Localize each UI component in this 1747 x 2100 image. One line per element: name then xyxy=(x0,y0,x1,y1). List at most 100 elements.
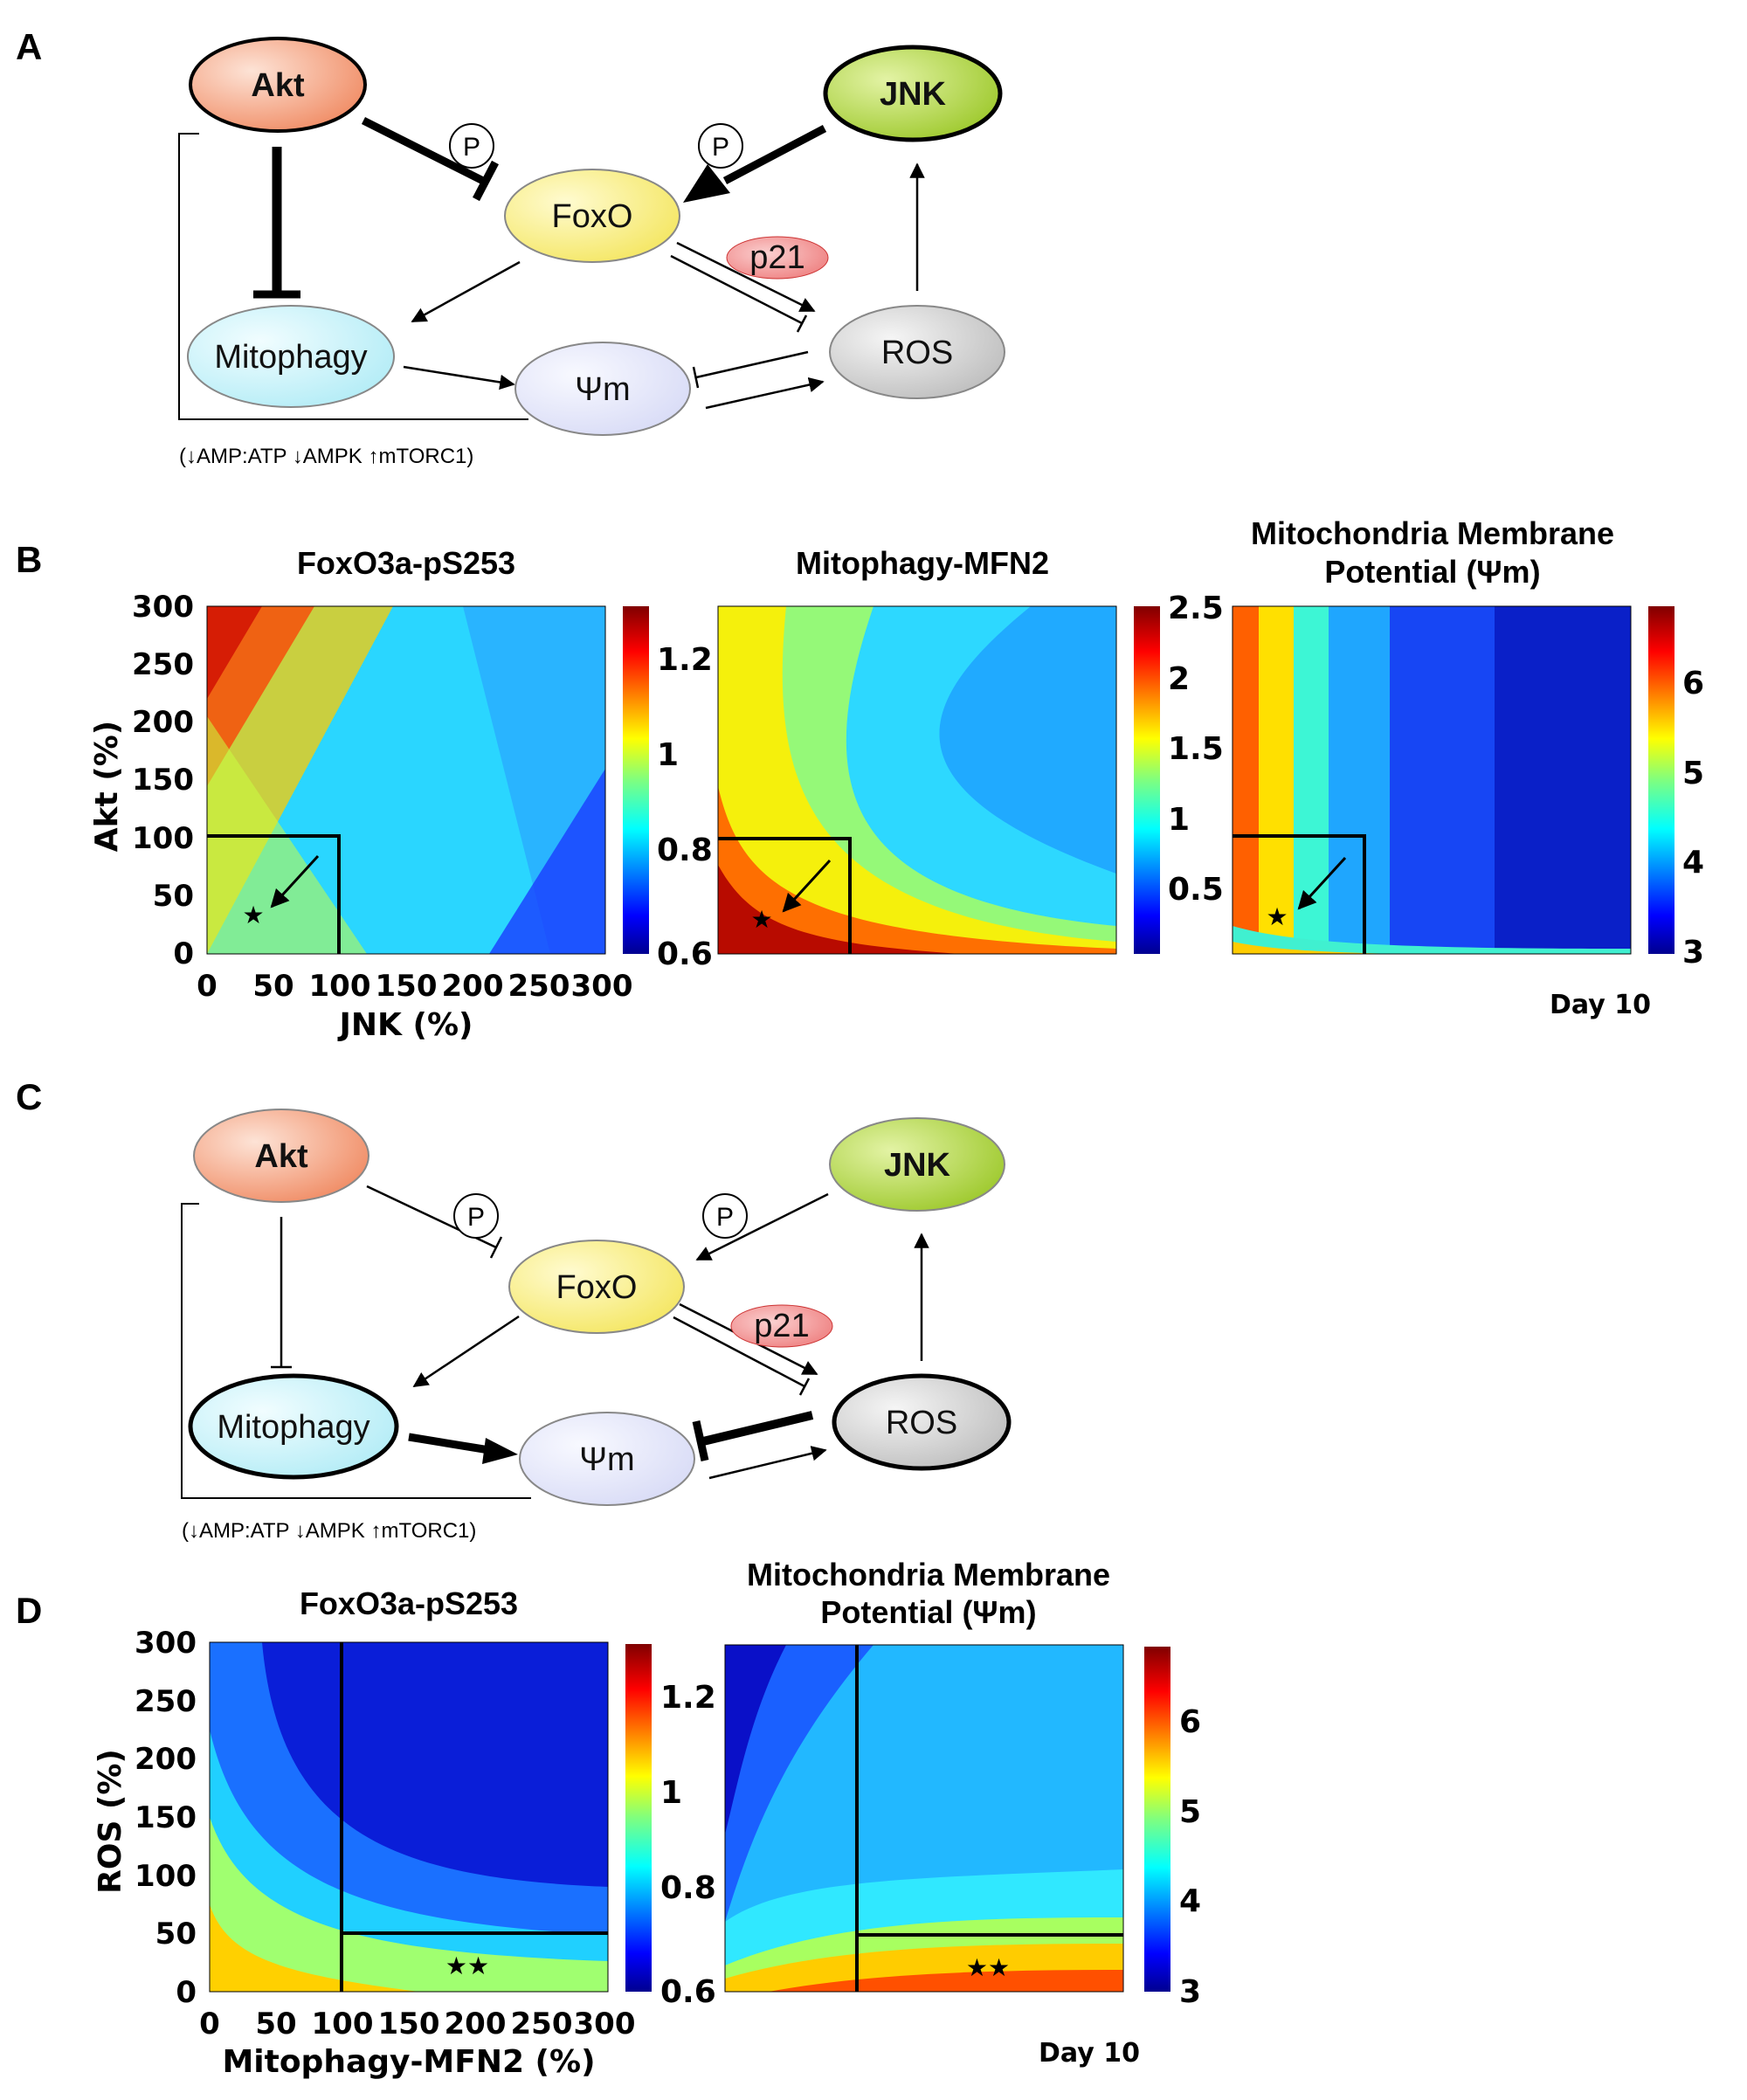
heatmap-d2: ★★ xyxy=(724,1644,1170,1993)
y-tick: 300 xyxy=(135,1626,197,1661)
y-tick: 0 xyxy=(176,1975,197,2010)
jnk-node xyxy=(823,45,1003,142)
x-tick: 50 xyxy=(255,2007,296,2041)
y-tick: 150 xyxy=(132,763,194,798)
bracket-note: (↓AMP:ATP ↓AMPK ↑mTORC1) xyxy=(179,445,473,468)
phospho-label: P xyxy=(716,1203,734,1232)
y-tick: 100 xyxy=(132,821,194,856)
y-tick: 150 xyxy=(135,1800,197,1835)
x-tick: 200 xyxy=(442,969,504,1004)
colorbar-tick: 1 xyxy=(657,737,679,773)
akt-node xyxy=(189,37,367,133)
colorbar-tick: 1.2 xyxy=(660,1680,716,1716)
y-tick: 200 xyxy=(135,1742,197,1777)
y-tick: 50 xyxy=(155,1917,197,1951)
colorbar-tick: 1.5 xyxy=(1168,731,1224,767)
panel-letter-a: A xyxy=(16,26,42,67)
y-tick: 250 xyxy=(132,647,194,682)
x-tick: 250 xyxy=(508,969,570,1004)
phospho-circle xyxy=(449,123,494,169)
colorbar xyxy=(623,606,649,954)
heatmap-title: Potential (Ψm) xyxy=(1324,554,1540,590)
x-axis-label: Mitophagy-MFN2 (%) xyxy=(222,2044,595,2080)
x-tick: 100 xyxy=(312,2007,374,2041)
jnk-label: JNK xyxy=(884,1147,951,1184)
x-tick: 150 xyxy=(376,969,438,1004)
colorbar-tick: 0.5 xyxy=(1168,872,1224,908)
colorbar-tick: 5 xyxy=(1179,1794,1201,1830)
bracket-note: (↓AMP:ATP ↓AMPK ↑mTORC1) xyxy=(182,1519,476,1543)
colorbar-tick: 3 xyxy=(1682,935,1704,971)
mitophagy-label: Mitophagy xyxy=(217,1409,369,1446)
phospho-label: P xyxy=(467,1203,485,1232)
psi-node xyxy=(519,1412,695,1506)
colorbar xyxy=(1144,1647,1170,1992)
panel-letter-d: D xyxy=(16,1590,42,1631)
psi-node xyxy=(514,342,691,436)
foxo-node xyxy=(508,1240,685,1334)
star-marker: ★★ xyxy=(445,1952,489,1979)
psi-label: Ψm xyxy=(575,371,630,408)
x-tick: 0 xyxy=(197,969,218,1004)
colorbar-tick: 6 xyxy=(1179,1704,1201,1740)
heatmap-d1: ★★ xyxy=(209,1641,652,1993)
heatmap-title: Mitochondria Membrane xyxy=(747,1557,1110,1592)
heatmap-title: Mitophagy-MFN2 xyxy=(796,545,1049,581)
day-label: Day 10 xyxy=(1039,2038,1140,2069)
y-axis-label: Akt (%) xyxy=(89,721,125,853)
akt-node xyxy=(193,1109,369,1203)
phospho-label: P xyxy=(463,133,480,162)
colorbar-tick: 1 xyxy=(660,1775,682,1811)
mitophagy-node xyxy=(188,1373,399,1480)
colorbar-tick: 2 xyxy=(1168,661,1190,697)
diagram-c: (↓AMP:ATP ↓AMPK ↑mTORC1) Akt JNK FoxO Mi… xyxy=(181,1109,1012,1543)
panel-letter-c: C xyxy=(16,1076,42,1117)
star-marker: ★ xyxy=(750,906,772,933)
x-axis-label: JNK (%) xyxy=(337,1007,473,1043)
y-tick: 200 xyxy=(132,705,194,740)
star-marker: ★ xyxy=(242,901,264,929)
x-tick: 300 xyxy=(571,969,633,1004)
colorbar-tick: 1 xyxy=(1168,802,1190,838)
heatmap-title: FoxO3a-pS253 xyxy=(297,545,515,581)
day-label: Day 10 xyxy=(1550,990,1651,1020)
heatmap-b3: ★ xyxy=(1232,605,1674,955)
x-tick: 0 xyxy=(199,2007,220,2041)
colorbar-tick: 6 xyxy=(1682,666,1704,701)
y-tick: 250 xyxy=(135,1684,197,1719)
foxo-label: FoxO xyxy=(552,198,633,235)
phospho-circle xyxy=(702,1193,748,1239)
star-marker: ★★ xyxy=(966,1954,1010,1981)
d-axes: ROS (%) Mitophagy-MFN2 (%) 300 250 200 1… xyxy=(93,1626,1201,2080)
colorbar-tick: 5 xyxy=(1682,756,1704,791)
diagram-a: (↓AMP:ATP ↓AMPK ↑mTORC1) Akt JNK FoxO xyxy=(178,37,1005,468)
p21-node xyxy=(726,236,829,280)
akt-label: Akt xyxy=(251,67,305,104)
colorbar xyxy=(625,1644,652,1992)
phospho-label: P xyxy=(712,133,729,162)
p21-label: p21 xyxy=(749,239,804,276)
colorbar-tick: 0.6 xyxy=(660,1974,716,2010)
ros-label: ROS xyxy=(886,1405,957,1441)
colorbar-tick: 1.2 xyxy=(657,642,713,678)
x-tick: 150 xyxy=(378,2007,440,2041)
ros-label: ROS xyxy=(881,335,953,371)
heatmap-title: FoxO3a-pS253 xyxy=(300,1585,518,1621)
x-tick: 100 xyxy=(309,969,371,1004)
mitophagy-label: Mitophagy xyxy=(214,339,367,376)
colorbar-tick: 0.8 xyxy=(657,832,713,868)
colorbar-tick: 4 xyxy=(1179,1883,1201,1919)
ros-node xyxy=(829,305,1005,399)
y-tick: 300 xyxy=(132,590,194,625)
ros-node xyxy=(832,1373,1012,1471)
star-marker: ★ xyxy=(1266,903,1288,930)
heatmap-title: Potential (Ψm) xyxy=(820,1594,1036,1630)
b-axes: Akt (%) JNK (%) 300 250 200 150 100 50 0… xyxy=(89,590,1704,1043)
x-tick: 50 xyxy=(252,969,293,1004)
heatmap-b2: ★ xyxy=(717,605,1160,955)
psi-label: Ψm xyxy=(579,1441,634,1478)
x-tick: 300 xyxy=(574,2007,636,2041)
colorbar-tick: 0.8 xyxy=(660,1870,716,1906)
colorbar-tick: 2.5 xyxy=(1168,591,1224,626)
